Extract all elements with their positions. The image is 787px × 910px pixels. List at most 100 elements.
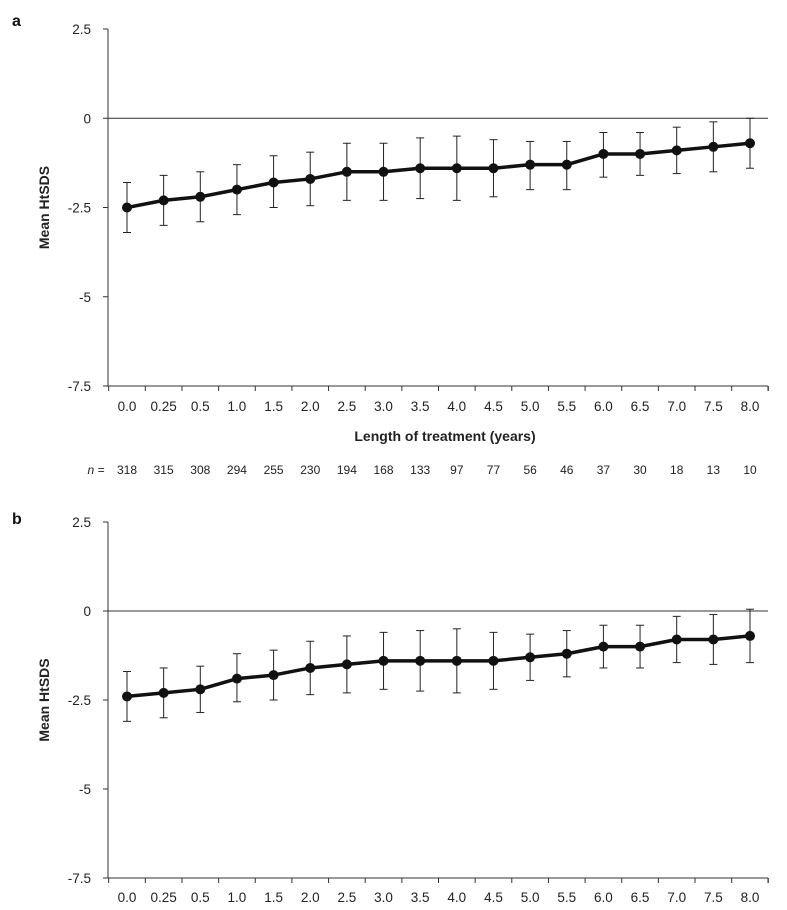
data-point xyxy=(635,641,646,652)
x-tick-label: 2.5 xyxy=(337,890,356,905)
panel-letter: b xyxy=(12,511,22,528)
n-value: 168 xyxy=(374,463,394,477)
x-tick-label: 6.5 xyxy=(631,890,650,905)
data-point xyxy=(231,184,242,195)
x-tick-label: 5.5 xyxy=(557,890,576,905)
data-point xyxy=(561,648,572,659)
data-point xyxy=(451,655,462,666)
data-point xyxy=(231,673,242,684)
n-value: 318 xyxy=(117,463,137,477)
x-tick-label: 7.0 xyxy=(667,399,686,414)
series-line xyxy=(126,141,751,210)
x-tick-label: 8.0 xyxy=(741,399,760,414)
data-point xyxy=(745,630,755,641)
y-tick-label: 2.5 xyxy=(72,515,91,530)
chart-panel-a: a 2.5 0 -2.5 -5 -7.5 0.0 0.25 0.5 1.0 1.5 2.0 2.5 3.0… xyxy=(12,13,769,477)
x-tick-label: 5.5 xyxy=(557,399,576,414)
data-point xyxy=(122,202,132,213)
data-point xyxy=(525,652,536,663)
x-axis-title: Length of treatment (years) xyxy=(354,428,535,444)
n-row-label: n = xyxy=(87,463,104,477)
x-tick-label: 0.0 xyxy=(118,399,137,414)
data-point xyxy=(708,634,719,645)
x-tick-label: 5.0 xyxy=(521,890,540,905)
x-tick-label: 0.0 xyxy=(118,890,137,905)
n-value: 77 xyxy=(487,463,501,477)
y-tick-label: 0 xyxy=(83,604,91,619)
n-value: 308 xyxy=(190,463,210,477)
n-value: 30 xyxy=(633,463,647,477)
x-tick-label: 6.0 xyxy=(594,890,613,905)
data-point xyxy=(451,163,462,174)
y-tick-label: 0 xyxy=(83,111,91,126)
y-tick-label: -5 xyxy=(79,290,91,305)
x-tick-label: 4.5 xyxy=(484,890,503,905)
data-point xyxy=(122,691,132,702)
y-tick-label: -2.5 xyxy=(68,693,91,708)
x-tick-label: 6.0 xyxy=(594,399,613,414)
x-tick-label: 7.5 xyxy=(704,399,723,414)
data-point xyxy=(195,191,206,202)
data-point xyxy=(671,634,682,645)
x-tick-label: 1.0 xyxy=(228,890,247,905)
y-tick-label: -5 xyxy=(79,782,91,797)
n-value: 10 xyxy=(743,463,757,477)
data-point xyxy=(341,659,352,670)
n-value: 56 xyxy=(523,463,537,477)
n-value: 46 xyxy=(560,463,574,477)
x-tick-label: 6.5 xyxy=(631,399,650,414)
n-value: 18 xyxy=(670,463,684,477)
x-tick-label: 4.0 xyxy=(447,890,466,905)
x-tick-label: 2.0 xyxy=(301,399,320,414)
x-tick-label: 7.5 xyxy=(704,890,723,905)
y-tick-label: -2.5 xyxy=(68,201,91,216)
x-tick-label: 0.5 xyxy=(191,890,210,905)
series-line xyxy=(126,634,751,699)
x-tick-label: 1.5 xyxy=(264,399,283,414)
data-point xyxy=(488,655,499,666)
n-value: 133 xyxy=(410,463,430,477)
data-point xyxy=(488,163,499,174)
n-value: 37 xyxy=(597,463,611,477)
x-tick-label: 4.0 xyxy=(447,399,466,414)
x-tick-label: 7.0 xyxy=(667,890,686,905)
data-point xyxy=(745,138,755,149)
data-point xyxy=(525,159,536,170)
x-tick-label: 0.25 xyxy=(151,890,177,905)
x-tick-label: 4.5 xyxy=(484,399,503,414)
data-point xyxy=(415,655,426,666)
chart-panel-b: b 2.5 0 -2.5 -5 -7.5 0.0 0.25 0.5 1.0 1.5 2.0 2.5 3.0… xyxy=(12,511,769,905)
data-point xyxy=(415,163,426,174)
x-tick-label: 0.25 xyxy=(151,399,177,414)
y-tick-label: 2.5 xyxy=(72,22,91,37)
data-point xyxy=(305,173,316,184)
data-point xyxy=(671,145,682,156)
n-value: 194 xyxy=(337,463,357,477)
data-point xyxy=(158,687,169,698)
data-point xyxy=(195,684,206,695)
data-point xyxy=(378,166,389,177)
x-tick-label: 3.5 xyxy=(411,890,430,905)
n-value: 13 xyxy=(707,463,721,477)
data-point xyxy=(305,662,316,673)
data-point xyxy=(268,670,279,681)
n-value: 315 xyxy=(154,463,174,477)
x-tick-label: 3.0 xyxy=(374,890,393,905)
x-tick-label: 2.0 xyxy=(301,890,320,905)
x-tick-label: 2.5 xyxy=(337,399,356,414)
y-axis-title: Mean HtSDS xyxy=(36,658,52,741)
data-point xyxy=(561,159,572,170)
y-axis-title: Mean HtSDS xyxy=(36,166,52,249)
data-point xyxy=(378,655,389,666)
y-tick-label: -7.5 xyxy=(68,379,91,394)
panel-letter: a xyxy=(12,13,21,30)
x-tick-label: 0.5 xyxy=(191,399,210,414)
n-value: 294 xyxy=(227,463,247,477)
x-tick-label: 1.5 xyxy=(264,890,283,905)
n-value: 255 xyxy=(264,463,284,477)
x-tick-label: 5.0 xyxy=(521,399,540,414)
data-point xyxy=(341,166,352,177)
x-tick-label: 3.0 xyxy=(374,399,393,414)
data-point xyxy=(708,141,719,152)
